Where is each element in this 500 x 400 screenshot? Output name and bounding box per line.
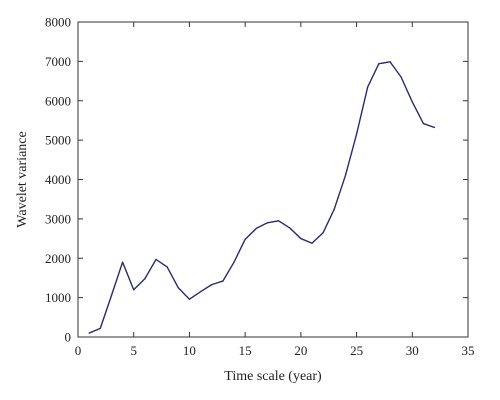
x-tick-label: 35 [462,343,475,358]
y-tick-label: 2000 [45,251,71,266]
data-point [222,280,224,282]
data-point [266,222,269,224]
data-point [244,238,246,240]
data-point [411,101,413,103]
x-tick-label: 0 [75,343,82,358]
x-tick-label: 30 [406,343,419,358]
y-tick-label: 5000 [45,133,71,148]
series-layer [88,61,436,334]
data-point [433,126,436,129]
data-point [121,261,124,263]
x-tick-label: 10 [183,343,196,358]
x-tick-label: 20 [294,343,307,358]
y-axis-label: Wavelet variance [15,131,30,227]
data-point [166,266,168,268]
plot-frame [77,21,469,338]
data-point [355,133,358,135]
y-tick-label: 0 [65,330,72,345]
data-point [110,295,113,297]
y-tick-label: 8000 [45,15,71,30]
data-point [133,289,135,291]
y-tick-label: 1000 [45,290,71,305]
data-point [333,208,335,210]
x-tick-label: 15 [239,343,252,358]
x-tick-label: 25 [350,343,363,358]
x-axis-label: Time scale (year) [224,369,322,384]
data-point [311,242,313,244]
data-point [344,174,347,177]
data-point [389,61,391,63]
data-point [400,76,402,78]
x-tick-label: 5 [130,343,137,358]
y-tick-label: 6000 [45,93,71,108]
data-point [300,237,302,240]
y-tick-label: 4000 [45,172,71,187]
data-point [233,261,235,263]
data-point [277,220,280,222]
data-point [177,287,179,289]
data-point [188,298,191,300]
data-point [199,291,202,293]
data-point [378,63,380,65]
series-line [88,61,435,334]
data-point [422,122,425,125]
data-point [322,232,324,234]
data-point [155,258,157,261]
data-point [211,284,213,286]
data-point [367,86,369,88]
data-point [144,278,146,280]
y-axis-ticks: 0 1000 2000 3000 4000 5000 6000 7000 8000 [45,15,468,345]
y-tick-label: 3000 [45,211,71,226]
data-point [99,327,101,329]
data-point [88,332,90,334]
x-axis-ticks: 0 5 10 15 20 25 30 35 [75,22,475,358]
data-point [255,227,257,229]
y-tick-label: 7000 [45,54,71,69]
data-point [289,227,291,229]
